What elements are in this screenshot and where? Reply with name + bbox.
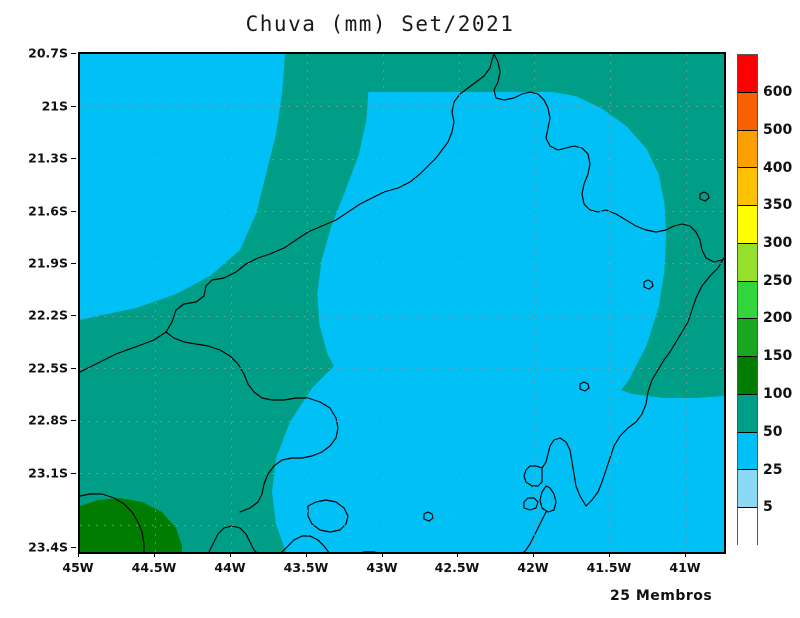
x-axis-label: 44.5W [131, 560, 177, 575]
member-count-note: 25 Membros [610, 588, 713, 604]
x-axis-tick [382, 552, 383, 557]
colorbar-band-350-400 [738, 168, 757, 207]
gridline-horizontal [80, 525, 724, 526]
colorbar-tick-label: 25 [763, 462, 783, 478]
gridline-vertical [459, 54, 460, 552]
y-axis-tick [71, 473, 76, 474]
gridline-horizontal [80, 368, 724, 369]
gridline-horizontal [80, 316, 724, 317]
y-axis-tick [71, 368, 76, 369]
y-axis-tick [71, 158, 76, 159]
colorbar-tick-label: 50 [763, 424, 783, 440]
x-axis-tick [685, 552, 686, 557]
x-axis-label: 41W [669, 560, 701, 575]
y-axis-label: 23.4S [28, 539, 68, 555]
gridline-vertical [307, 54, 308, 552]
colorbar-tick-label: 100 [763, 386, 793, 402]
colorbar-tick-label: 500 [763, 122, 793, 138]
gridline-horizontal [80, 159, 724, 160]
colorbar-tick-label: 600 [763, 84, 793, 100]
colorbar-band-25-50 [738, 432, 757, 471]
y-axis-tick [71, 211, 76, 212]
colorbar-band-100-150 [738, 357, 757, 395]
x-axis-tick [306, 552, 307, 557]
colorbar-band-300-350 [738, 206, 757, 244]
y-axis-label: 21S [41, 98, 68, 114]
y-axis-tick [71, 420, 76, 421]
colorbar-band-under5 [738, 508, 757, 546]
y-axis-label: 23.1S [28, 465, 68, 481]
gridline-vertical [610, 54, 611, 552]
gridline-vertical [383, 54, 384, 552]
colorbar-band-200-250 [738, 281, 757, 320]
x-axis-tick [609, 552, 610, 557]
colorbar-band-600plus [738, 55, 757, 93]
colorbar-tick-label: 250 [763, 273, 793, 289]
y-axis-label: 21.9S [28, 255, 68, 271]
gridline-horizontal [80, 211, 724, 212]
y-axis-label: 22.8S [28, 412, 68, 428]
y-axis-tick [71, 315, 76, 316]
colorbar-band-500-600 [738, 92, 757, 131]
map-plot-area [78, 52, 726, 554]
gridline-horizontal [80, 421, 724, 422]
colorbar-band-250-300 [738, 243, 757, 282]
colorbar-tick-label: 300 [763, 235, 793, 251]
gridline-vertical [686, 54, 687, 552]
gridline-vertical [231, 54, 232, 552]
colorbar-legend [737, 54, 758, 546]
y-axis-tick [71, 106, 76, 107]
gridline-horizontal [80, 263, 724, 264]
rainfall-field-map [80, 54, 724, 552]
x-axis-tick [230, 552, 231, 557]
x-axis-label: 43.5W [283, 560, 329, 575]
colorbar-band-50-100 [738, 394, 757, 433]
colorbar-tick-label: 400 [763, 160, 793, 176]
x-axis-tick [533, 552, 534, 557]
gridline-vertical [155, 54, 156, 552]
colorbar-band-400-500 [738, 130, 757, 169]
x-axis-tick [154, 552, 155, 557]
x-axis-label: 43W [366, 560, 398, 575]
colorbar-tick-label: 350 [763, 197, 793, 213]
gridline-horizontal [80, 106, 724, 107]
colorbar-tick-label: 150 [763, 348, 793, 364]
colorbar-tick-label: 5 [763, 499, 773, 515]
y-axis-label: 22.5S [28, 360, 68, 376]
x-axis-label: 45W [62, 560, 94, 575]
y-axis-label: 21.3S [28, 150, 68, 166]
y-axis-label: 20.7S [28, 45, 68, 61]
page-title: Chuva (mm) Set/2021 [245, 12, 515, 36]
y-axis-label: 21.6S [28, 203, 68, 219]
y-axis-tick [71, 263, 76, 264]
gridline-horizontal [80, 473, 724, 474]
y-axis-tick [71, 547, 76, 548]
x-axis-tick [78, 552, 79, 557]
gridline-vertical [534, 54, 535, 552]
y-axis-tick [71, 53, 76, 54]
x-axis-label: 44W [214, 560, 246, 575]
colorbar-tick-label: 200 [763, 310, 793, 326]
x-axis-label: 42.5W [434, 560, 480, 575]
x-axis-label: 41.5W [586, 560, 632, 575]
colorbar-band-150-200 [738, 319, 757, 358]
x-axis-tick [457, 552, 458, 557]
x-axis-label: 42W [517, 560, 549, 575]
y-axis-label: 22.2S [28, 307, 68, 323]
colorbar-band-5-25 [738, 470, 757, 509]
